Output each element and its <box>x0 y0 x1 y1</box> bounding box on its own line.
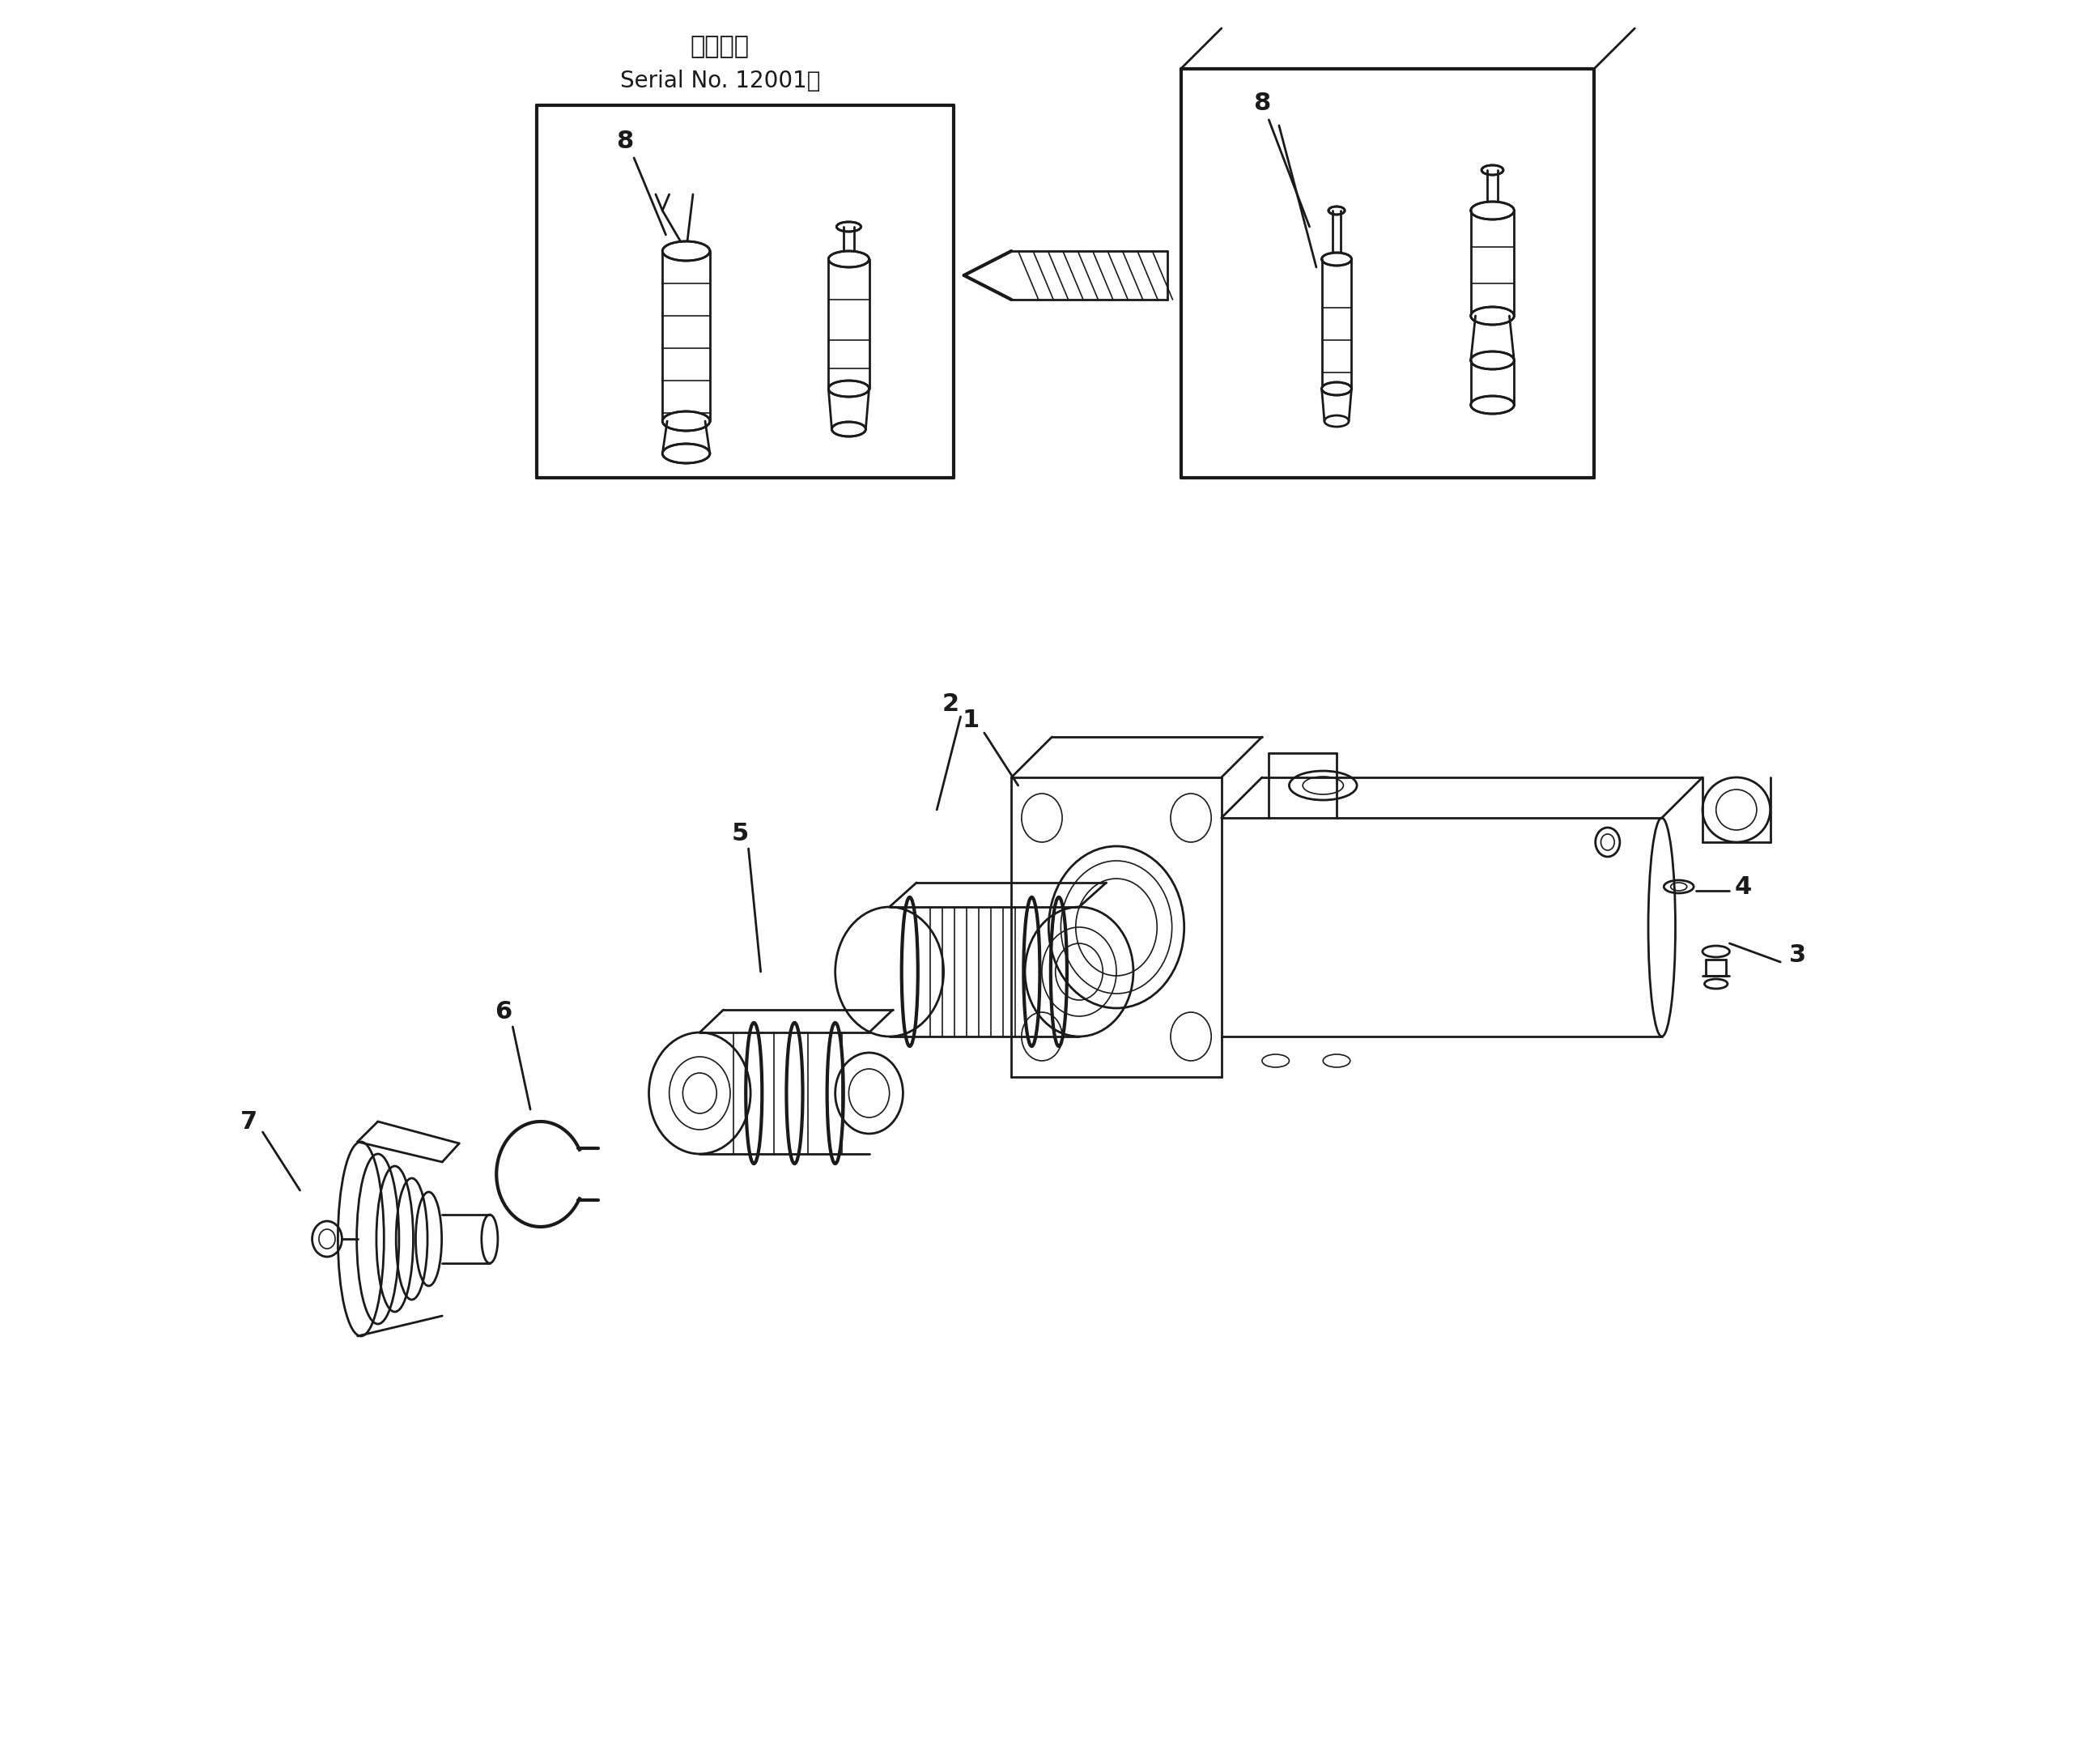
Ellipse shape <box>827 251 869 267</box>
Ellipse shape <box>832 422 865 436</box>
Text: 2: 2 <box>941 693 960 716</box>
Ellipse shape <box>1470 308 1514 325</box>
Ellipse shape <box>1470 352 1514 369</box>
Ellipse shape <box>1483 165 1504 174</box>
Ellipse shape <box>1321 381 1352 396</box>
Ellipse shape <box>1329 206 1344 214</box>
Ellipse shape <box>827 380 869 397</box>
Text: 1: 1 <box>962 708 979 733</box>
Text: Serial No. 12001～: Serial No. 12001～ <box>619 70 821 93</box>
Ellipse shape <box>1321 253 1352 265</box>
Ellipse shape <box>1470 396 1514 413</box>
Text: 8: 8 <box>617 130 634 153</box>
Ellipse shape <box>1470 202 1514 220</box>
Text: 8: 8 <box>1254 91 1270 116</box>
Ellipse shape <box>662 241 710 260</box>
Text: 4: 4 <box>1735 875 1751 898</box>
Ellipse shape <box>836 222 861 232</box>
Ellipse shape <box>662 411 710 431</box>
Text: 適用号機: 適用号機 <box>691 35 750 58</box>
Text: 5: 5 <box>731 823 750 846</box>
Text: 6: 6 <box>496 1000 512 1023</box>
Ellipse shape <box>662 443 710 462</box>
Text: 3: 3 <box>1789 944 1806 967</box>
Text: 7: 7 <box>242 1109 258 1134</box>
